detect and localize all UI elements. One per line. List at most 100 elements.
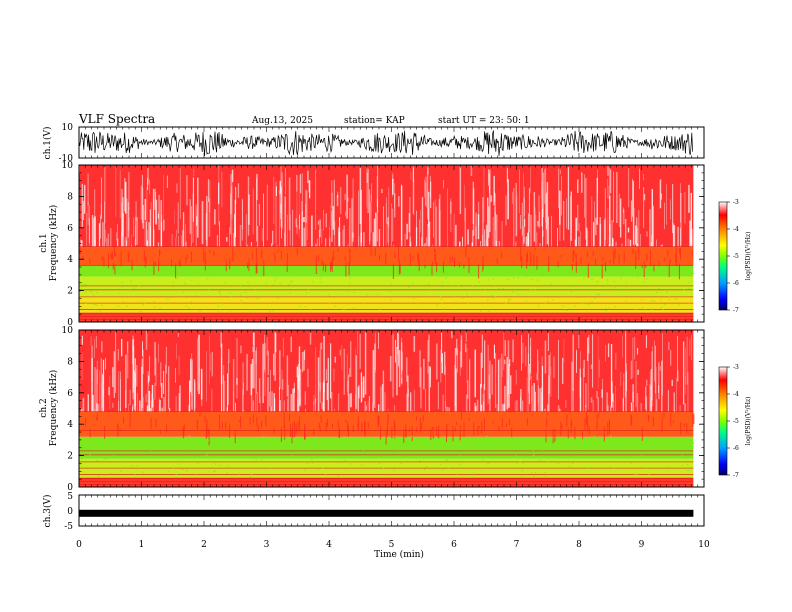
spectrogram-spike bbox=[570, 419, 572, 434]
spectrogram-green-speckle bbox=[662, 453, 664, 455]
spectrogram-speckle bbox=[208, 198, 211, 237]
spectrogram-speckle bbox=[186, 175, 188, 206]
spectrogram-speckle bbox=[94, 216, 96, 247]
spectrogram-green-speckle bbox=[201, 274, 204, 276]
spectrogram-speckle bbox=[633, 207, 635, 247]
spectrogram-speckle bbox=[239, 224, 242, 247]
spectrogram-speckle bbox=[475, 212, 477, 239]
spectrogram-speckle bbox=[145, 330, 148, 350]
spectrogram-spike bbox=[432, 427, 434, 439]
spectrogram-spike bbox=[672, 420, 674, 424]
spectrogram-speckle bbox=[546, 182, 549, 245]
spectrogram-green-speckle bbox=[691, 289, 694, 291]
spectrogram-spike bbox=[232, 247, 234, 262]
spectrogram-green-speckle bbox=[648, 473, 650, 475]
spectrogram-spike bbox=[664, 257, 666, 262]
spectrogram-green-speckle bbox=[213, 471, 216, 473]
spectrogram-speckle bbox=[290, 336, 292, 353]
spectrogram-speckle bbox=[574, 239, 577, 247]
spectrogram-green-speckle bbox=[633, 440, 635, 442]
spectrogram-speckle bbox=[643, 194, 646, 201]
spectrogram-green-speckle bbox=[309, 457, 311, 459]
spectrogram-green-speckle bbox=[515, 290, 518, 292]
spectrogram-speckle bbox=[439, 210, 441, 247]
spectrogram-speckle bbox=[635, 361, 637, 408]
spectrogram-speckle bbox=[107, 233, 109, 247]
spectrogram-speckle bbox=[299, 346, 301, 405]
spectrogram-speckle bbox=[250, 242, 252, 247]
spectrogram-spike bbox=[575, 254, 577, 266]
spectrogram-speckle bbox=[279, 400, 281, 412]
spectrogram-green-speckle bbox=[277, 297, 279, 299]
spectrogram-speckle bbox=[527, 366, 529, 393]
spectrogram-green-speckle bbox=[111, 440, 113, 442]
spectrogram-green-speckle bbox=[80, 458, 83, 460]
spectrogram-green-speckle bbox=[457, 285, 460, 287]
spectrogram-spike bbox=[511, 427, 513, 438]
spectrogram-speckle bbox=[145, 221, 147, 246]
spectrogram-green-speckle bbox=[656, 291, 658, 294]
spectrogram-speckle bbox=[350, 393, 352, 408]
spectrogram-green-speckle bbox=[246, 457, 248, 459]
spectrogram-spike bbox=[204, 251, 206, 254]
spectrogram-spike bbox=[348, 261, 350, 276]
spectrogram-speckle bbox=[507, 340, 510, 395]
spectrogram-speckle bbox=[441, 353, 443, 374]
spectrogram-green-speckle bbox=[691, 451, 693, 453]
spectrogram-green-speckle bbox=[328, 302, 331, 304]
ch1-spectrogram-image bbox=[79, 165, 704, 322]
spectrogram-speckle bbox=[189, 380, 191, 412]
spectrogram-speckle bbox=[689, 338, 691, 356]
spectrogram-speckle bbox=[91, 345, 93, 382]
spectrogram-speckle bbox=[603, 219, 605, 247]
spectrogram-spike bbox=[261, 420, 262, 429]
spectrogram-spike bbox=[582, 430, 583, 440]
spectrogram-spike bbox=[280, 427, 282, 442]
spectrogram-speckle bbox=[673, 392, 675, 412]
spectrogram-green-speckle bbox=[606, 438, 609, 440]
spectrogram-green-speckle bbox=[307, 289, 309, 291]
spectrogram-speckle bbox=[327, 357, 329, 411]
spectrogram-speckle bbox=[607, 207, 609, 244]
ch1-ytick-bottom: -10 bbox=[59, 154, 74, 164]
spectrogram-green-speckle bbox=[456, 473, 458, 475]
spectrogram-speckle bbox=[360, 232, 362, 243]
spectrogram-speckle bbox=[530, 337, 532, 374]
spectrogram-speckle bbox=[288, 177, 291, 231]
spectrogram-speckle bbox=[528, 363, 530, 405]
spectrogram-green-speckle bbox=[569, 465, 571, 468]
spectrogram-speckle bbox=[476, 399, 479, 412]
spectrogram-speckle bbox=[548, 355, 550, 394]
spectrogram-speckle bbox=[415, 227, 418, 247]
spectrogram-speckle bbox=[580, 231, 581, 247]
spectrogram-green-speckle bbox=[453, 309, 456, 311]
spectrogram-green-speckle bbox=[625, 282, 628, 284]
spectrogram-spike bbox=[379, 254, 380, 261]
spectrogram-green-speckle bbox=[96, 292, 98, 294]
spectrogram-green-speckle bbox=[507, 278, 509, 280]
spectrogram-spike bbox=[208, 429, 210, 446]
spectrogram-speckle bbox=[101, 341, 103, 353]
spectrogram-green-speckle bbox=[687, 470, 689, 472]
spectrogram-speckle bbox=[528, 187, 530, 216]
spectrogram-speckle bbox=[542, 230, 544, 237]
spectrogram-speckle bbox=[427, 167, 429, 220]
spectrogram-green-speckle bbox=[603, 274, 605, 276]
spectrogram-green-speckle bbox=[370, 457, 372, 459]
spectrogram-speckle bbox=[141, 174, 143, 223]
spectrogram-spike bbox=[473, 422, 475, 436]
spectrogram-speckle bbox=[607, 343, 610, 358]
spectrogram-green-speckle bbox=[557, 462, 559, 465]
spectrogram-speckle bbox=[144, 199, 146, 220]
spectrogram-speckle bbox=[116, 232, 117, 241]
spectrogram-speckle bbox=[242, 389, 244, 412]
spectrogram-speckle bbox=[255, 350, 257, 364]
spectrogram-speckle bbox=[455, 224, 457, 247]
spectrogram-speckle bbox=[271, 391, 273, 412]
spectrogram-green-speckle bbox=[250, 474, 253, 476]
spectrogram-green-speckle bbox=[608, 308, 610, 310]
spectrogram-speckle bbox=[372, 232, 374, 247]
spectrogram-green-speckle bbox=[429, 288, 431, 290]
ch1-spectrogram-xticks bbox=[78, 165, 705, 322]
spectrogram-green-speckle bbox=[448, 273, 451, 275]
